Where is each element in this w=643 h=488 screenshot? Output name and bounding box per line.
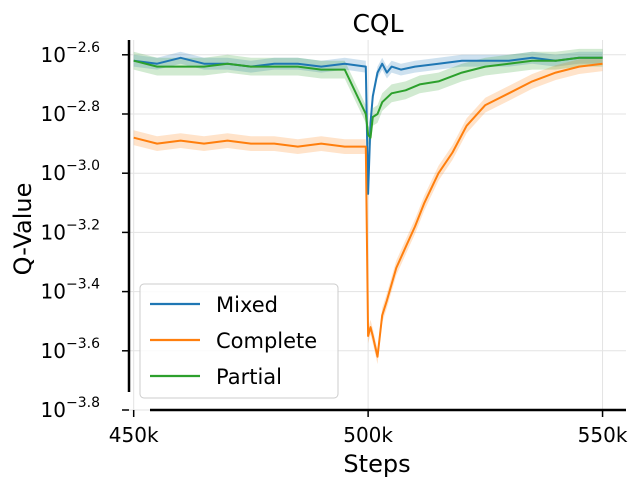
legend-box xyxy=(139,283,339,399)
y-axis-label: Q-Value xyxy=(9,183,37,276)
legend-label-complete: Complete xyxy=(216,329,317,353)
y-tick-label: 10−3.2 xyxy=(41,217,100,244)
y-tick-exponent: −3.6 xyxy=(66,336,100,352)
series-lines xyxy=(133,56,603,358)
y-tick-exponent: −2.6 xyxy=(66,40,100,56)
chart-title: CQL xyxy=(352,9,403,38)
y-tick-exponent: −3.2 xyxy=(66,217,100,233)
x-tick-label: 500k xyxy=(343,423,393,447)
x-axis-ticks: 450k 500k 550k xyxy=(109,410,628,447)
legend: Mixed Complete Partial xyxy=(139,283,339,399)
y-tick-label: 10−2.6 xyxy=(41,40,101,67)
band-partial xyxy=(133,48,603,147)
x-tick-label: 450k xyxy=(109,423,159,447)
y-tick-base: 10 xyxy=(41,220,66,244)
y-tick-exponent: −3.4 xyxy=(66,277,100,293)
y-tick-label: 10−3.0 xyxy=(41,158,100,185)
y-tick-label: 10−2.8 xyxy=(41,99,100,126)
y-tick-base: 10 xyxy=(41,161,66,185)
y-tick-label: 10−3.6 xyxy=(41,336,101,363)
y-tick-exponent: −3.0 xyxy=(66,158,100,174)
y-tick-base: 10 xyxy=(41,43,66,67)
legend-label-partial: Partial xyxy=(216,365,282,389)
y-tick-exponent: −3.8 xyxy=(66,395,100,411)
y-axis-ticks: 10−2.610−2.810−3.010−3.210−3.410−3.610−3… xyxy=(41,40,129,422)
series-line-partial xyxy=(133,56,603,139)
confidence-bands xyxy=(133,48,603,365)
y-tick-exponent: −2.8 xyxy=(66,99,100,115)
y-tick-label: 10−3.4 xyxy=(41,277,101,304)
x-tick-label: 550k xyxy=(578,423,628,447)
y-tick-base: 10 xyxy=(41,398,66,422)
x-axis-label: Steps xyxy=(343,450,410,478)
series-line-complete xyxy=(133,62,603,358)
y-tick-base: 10 xyxy=(41,339,66,363)
y-tick-base: 10 xyxy=(41,102,66,126)
y-tick-base: 10 xyxy=(41,280,66,304)
y-tick-label: 10−3.8 xyxy=(41,395,100,422)
legend-label-mixed: Mixed xyxy=(216,293,278,317)
